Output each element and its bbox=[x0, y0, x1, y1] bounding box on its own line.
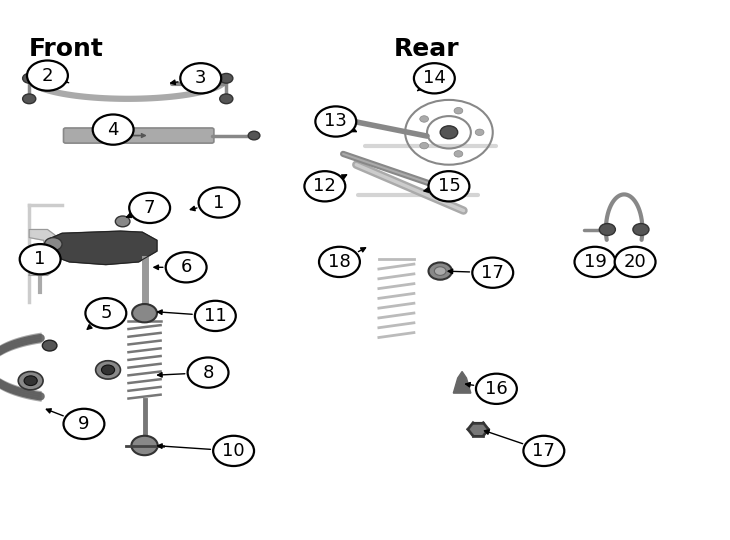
Circle shape bbox=[420, 143, 429, 149]
Polygon shape bbox=[453, 372, 471, 393]
Circle shape bbox=[23, 73, 36, 83]
Text: Front: Front bbox=[29, 37, 104, 60]
Circle shape bbox=[319, 247, 360, 277]
Text: 20: 20 bbox=[623, 253, 647, 271]
Circle shape bbox=[523, 436, 564, 466]
Circle shape bbox=[93, 114, 134, 145]
Circle shape bbox=[24, 376, 37, 386]
Circle shape bbox=[475, 129, 484, 136]
Circle shape bbox=[180, 63, 221, 93]
Circle shape bbox=[454, 151, 463, 157]
Circle shape bbox=[195, 301, 236, 331]
Text: 18: 18 bbox=[328, 253, 351, 271]
Text: 5: 5 bbox=[100, 304, 112, 322]
Text: 19: 19 bbox=[583, 253, 607, 271]
Polygon shape bbox=[468, 423, 488, 436]
Circle shape bbox=[633, 224, 649, 235]
Text: 2: 2 bbox=[42, 66, 53, 85]
Circle shape bbox=[199, 187, 239, 218]
Circle shape bbox=[166, 252, 207, 282]
Circle shape bbox=[304, 171, 345, 201]
Circle shape bbox=[248, 131, 260, 140]
Polygon shape bbox=[29, 230, 57, 275]
Text: 1: 1 bbox=[34, 250, 46, 268]
Text: 1: 1 bbox=[213, 193, 225, 212]
Circle shape bbox=[220, 73, 233, 83]
Text: 17: 17 bbox=[481, 264, 504, 282]
Circle shape bbox=[132, 304, 157, 322]
Text: 9: 9 bbox=[78, 415, 90, 433]
Circle shape bbox=[615, 247, 656, 277]
Circle shape bbox=[315, 106, 356, 137]
Circle shape bbox=[23, 94, 36, 104]
Text: 17: 17 bbox=[532, 442, 556, 460]
Circle shape bbox=[599, 224, 615, 235]
Circle shape bbox=[220, 94, 233, 104]
Circle shape bbox=[472, 258, 513, 288]
Text: 13: 13 bbox=[324, 112, 347, 131]
Text: 8: 8 bbox=[202, 363, 214, 382]
Circle shape bbox=[429, 262, 452, 280]
Circle shape bbox=[18, 372, 43, 390]
Text: 7: 7 bbox=[144, 199, 155, 217]
Text: 6: 6 bbox=[180, 258, 192, 276]
FancyBboxPatch shape bbox=[64, 128, 214, 143]
Text: 15: 15 bbox=[437, 177, 461, 195]
Circle shape bbox=[131, 436, 158, 455]
Circle shape bbox=[20, 244, 61, 274]
Circle shape bbox=[213, 436, 254, 466]
Text: 10: 10 bbox=[223, 442, 245, 460]
Circle shape bbox=[420, 116, 429, 122]
Circle shape bbox=[64, 409, 104, 439]
Polygon shape bbox=[50, 231, 157, 265]
Text: 4: 4 bbox=[107, 120, 119, 139]
Text: 3: 3 bbox=[195, 69, 207, 87]
Circle shape bbox=[96, 361, 120, 379]
Circle shape bbox=[42, 340, 57, 351]
Circle shape bbox=[434, 267, 446, 275]
Text: 12: 12 bbox=[313, 177, 337, 195]
Circle shape bbox=[115, 216, 130, 227]
Circle shape bbox=[414, 63, 455, 93]
Text: 16: 16 bbox=[485, 380, 508, 398]
Circle shape bbox=[45, 238, 62, 251]
Circle shape bbox=[101, 365, 115, 375]
Circle shape bbox=[129, 193, 170, 223]
Circle shape bbox=[476, 374, 517, 404]
Circle shape bbox=[85, 298, 126, 328]
Text: Rear: Rear bbox=[394, 37, 460, 60]
Circle shape bbox=[575, 247, 615, 277]
Circle shape bbox=[188, 357, 228, 388]
Circle shape bbox=[27, 60, 68, 91]
Text: 14: 14 bbox=[423, 69, 446, 87]
Circle shape bbox=[429, 171, 469, 201]
Text: 11: 11 bbox=[204, 307, 227, 325]
Circle shape bbox=[454, 107, 463, 114]
Circle shape bbox=[440, 126, 458, 139]
